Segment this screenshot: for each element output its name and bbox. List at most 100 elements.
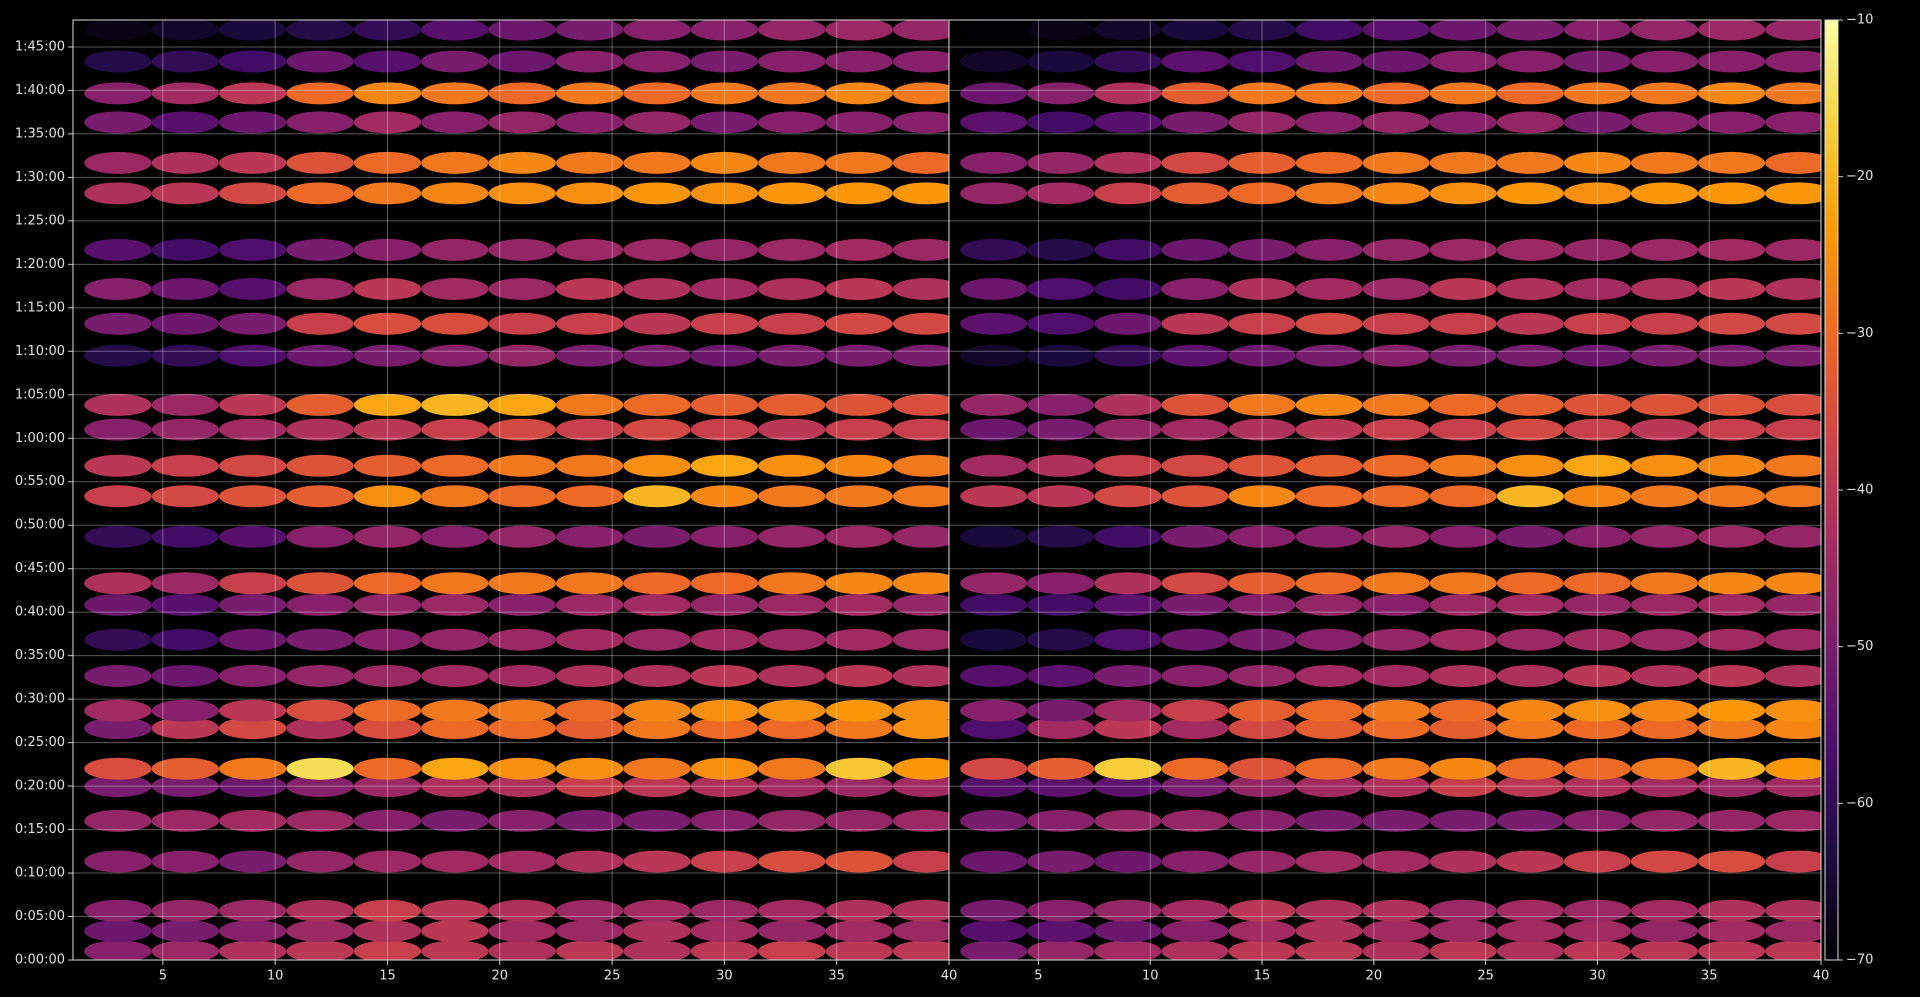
cell bbox=[219, 393, 287, 416]
cell bbox=[421, 699, 489, 722]
cell bbox=[555, 151, 624, 174]
cell bbox=[353, 940, 422, 960]
cell bbox=[1496, 312, 1564, 335]
cell bbox=[825, 50, 893, 73]
cell bbox=[151, 920, 219, 943]
cell bbox=[1429, 344, 1497, 367]
cell bbox=[1295, 525, 1363, 548]
cell bbox=[219, 775, 287, 798]
cell bbox=[488, 418, 556, 441]
cell bbox=[353, 312, 422, 335]
cell bbox=[1765, 312, 1821, 335]
cell bbox=[1765, 699, 1821, 722]
cell bbox=[151, 50, 219, 73]
cell bbox=[84, 50, 152, 73]
cell bbox=[1496, 628, 1564, 651]
cell bbox=[286, 717, 354, 740]
cell bbox=[892, 151, 949, 174]
cell bbox=[1094, 312, 1162, 335]
cell bbox=[758, 572, 826, 595]
cell bbox=[1027, 809, 1095, 832]
cell bbox=[1630, 111, 1699, 134]
cell bbox=[1630, 699, 1699, 722]
cell bbox=[825, 757, 893, 780]
cell bbox=[1563, 50, 1631, 73]
cell bbox=[488, 899, 556, 922]
cell bbox=[825, 717, 893, 740]
cell bbox=[1161, 940, 1229, 960]
cell bbox=[1563, 920, 1631, 943]
cell bbox=[1630, 809, 1699, 832]
cell bbox=[1161, 20, 1229, 41]
cell bbox=[1630, 593, 1699, 616]
cell bbox=[892, 485, 949, 508]
cell bbox=[1563, 940, 1631, 960]
cell bbox=[151, 312, 219, 335]
cell bbox=[1563, 111, 1631, 134]
colorbar bbox=[1824, 19, 1839, 961]
x-tick-label: 20 bbox=[1366, 969, 1383, 984]
cell bbox=[1295, 775, 1363, 798]
cell bbox=[1765, 50, 1821, 73]
cell bbox=[1765, 485, 1821, 508]
cell bbox=[690, 757, 759, 780]
cell bbox=[84, 850, 152, 873]
cell bbox=[1698, 628, 1766, 651]
cell bbox=[84, 593, 152, 616]
cell bbox=[1698, 50, 1766, 73]
cell bbox=[1228, 717, 1296, 740]
cell bbox=[960, 899, 1028, 922]
cell bbox=[1295, 238, 1363, 261]
cell bbox=[690, 418, 759, 441]
cell bbox=[1630, 525, 1699, 548]
y-tick-label: 1:40:00 bbox=[15, 83, 65, 98]
cell bbox=[1094, 850, 1162, 873]
cell bbox=[151, 344, 219, 367]
cell bbox=[690, 940, 759, 960]
cell bbox=[1563, 82, 1631, 105]
cell bbox=[623, 628, 691, 651]
x-tick-label: 40 bbox=[1813, 969, 1830, 984]
cell bbox=[84, 775, 152, 798]
cell bbox=[1295, 628, 1363, 651]
cell bbox=[758, 920, 826, 943]
cell bbox=[960, 82, 1028, 105]
cell bbox=[1496, 920, 1564, 943]
cell bbox=[219, 238, 287, 261]
y-tick-label: 1:00:00 bbox=[15, 431, 65, 446]
cell bbox=[1698, 572, 1766, 595]
cell bbox=[1496, 572, 1564, 595]
cell bbox=[1027, 20, 1095, 41]
cell bbox=[1295, 20, 1363, 41]
cell bbox=[1228, 418, 1296, 441]
cell bbox=[84, 717, 152, 740]
cell bbox=[1161, 111, 1229, 134]
cell bbox=[421, 82, 489, 105]
cell bbox=[555, 572, 624, 595]
cell bbox=[1094, 111, 1162, 134]
cell bbox=[219, 312, 287, 335]
cell bbox=[84, 664, 152, 687]
cell bbox=[151, 757, 219, 780]
cell bbox=[1765, 20, 1821, 41]
cell bbox=[1496, 277, 1564, 300]
cell bbox=[1228, 454, 1296, 477]
cell bbox=[623, 151, 691, 174]
cell bbox=[1295, 717, 1363, 740]
cell bbox=[1161, 393, 1229, 416]
cell bbox=[758, 757, 826, 780]
cell bbox=[151, 940, 219, 960]
cell bbox=[286, 182, 354, 205]
cell bbox=[151, 593, 219, 616]
cell bbox=[1161, 454, 1229, 477]
cell bbox=[1161, 757, 1229, 780]
cell bbox=[1362, 899, 1430, 922]
cell bbox=[1027, 664, 1095, 687]
cell bbox=[286, 628, 354, 651]
cell bbox=[1094, 454, 1162, 477]
cell bbox=[219, 809, 287, 832]
cell bbox=[825, 809, 893, 832]
cell bbox=[960, 940, 1028, 960]
cell bbox=[151, 238, 219, 261]
cell bbox=[892, 238, 949, 261]
